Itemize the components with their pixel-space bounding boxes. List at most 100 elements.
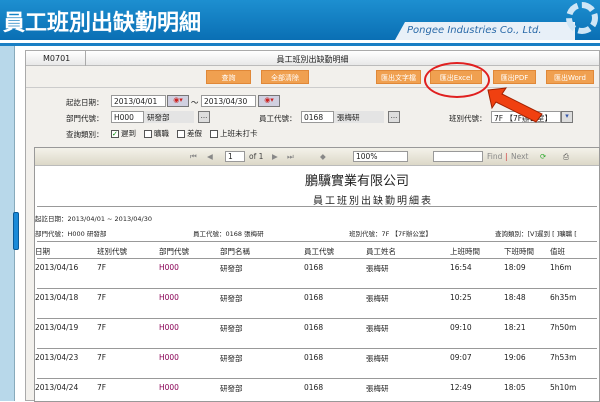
find-link[interactable]: Find <box>487 152 503 161</box>
column-header: 員工姓名 <box>366 247 396 256</box>
table-cell: 18:09 <box>504 263 526 272</box>
column-header: 上班時間 <box>450 247 480 256</box>
chevron-down-icon[interactable]: ▾ <box>561 111 573 123</box>
table-cell: 6h35m <box>550 293 577 302</box>
column-header: 值班 <box>550 247 565 256</box>
table-cell: H000 <box>159 263 179 272</box>
company-name: Pongee Industries Co., Ltd. <box>395 22 575 40</box>
checkbox[interactable] <box>177 129 185 138</box>
sidebar-toggle-handle[interactable] <box>13 212 19 250</box>
type-checkbox-0[interactable]: ✓ 遲到 <box>111 128 136 139</box>
zoom-select[interactable]: 100% <box>353 151 408 162</box>
next-page-icon[interactable]: ▶ <box>272 152 278 161</box>
table-cell: 0168 <box>304 263 324 272</box>
date-label: 起訖日期： <box>66 98 104 107</box>
row-divider <box>37 318 597 319</box>
type-checkbox-2[interactable]: 差假 <box>177 128 202 139</box>
export-pdf-button[interactable]: 匯出PDF <box>493 70 536 84</box>
table-cell: 18:48 <box>504 293 526 302</box>
first-page-icon[interactable]: ⏮ <box>190 152 197 161</box>
row-divider <box>37 348 597 349</box>
report-viewer: ⏮ ◀ 1 of 1 ▶ ⏭ ◆ 100% Find | Next ⟳ ⎙ 鵬驥… <box>34 147 600 402</box>
checkbox-label: 曠職 <box>154 129 169 138</box>
emp-label: 員工代號： <box>259 114 297 123</box>
next-link[interactable]: Next <box>511 152 529 161</box>
column-header: 下班時間 <box>504 247 534 256</box>
app-title: 員工班別出缺勤明細 <box>3 11 202 36</box>
tab-m0701[interactable]: M0701 <box>31 51 86 66</box>
report-range: 起訖日期：2013/04/01 ~ 2013/04/30 <box>35 215 153 223</box>
checkbox-label: 上班未打卡 <box>220 129 258 138</box>
find-input[interactable] <box>433 151 483 162</box>
type-checkbox-1[interactable]: 曠職 <box>144 128 169 139</box>
highlight-circle <box>424 62 490 98</box>
row-divider <box>37 288 597 289</box>
page-count: of 1 <box>249 152 264 161</box>
table-cell: 10:25 <box>450 293 472 302</box>
emp-lookup-button[interactable]: ... <box>388 111 400 123</box>
shift-label: 班別代號： <box>449 114 487 123</box>
calendar-icon[interactable]: ◉▾ <box>167 95 189 107</box>
report-company: 鵬驥實業有限公司 <box>305 174 410 189</box>
table-cell: 張梅研 <box>366 264 389 273</box>
date-from-input[interactable]: 2013/04/01 <box>111 95 166 107</box>
table-cell: 7F <box>97 353 107 362</box>
page-input[interactable]: 1 <box>225 151 245 162</box>
table-cell: 5h10m <box>550 383 577 392</box>
date-to-input[interactable]: 2013/04/30 <box>201 95 256 107</box>
refresh-icon[interactable]: ⟳ <box>540 152 547 161</box>
export-text-button[interactable]: 匯出文字檔 <box>376 70 421 84</box>
emp-name: 張梅研 <box>334 111 384 123</box>
type-checkbox-3[interactable]: 上班未打卡 <box>210 128 258 139</box>
checkbox[interactable] <box>144 129 152 138</box>
checkbox-label: 差假 <box>187 129 202 138</box>
dept-code-input[interactable]: H000 <box>111 111 144 123</box>
prev-page-icon[interactable]: ◀ <box>207 152 213 161</box>
table-cell: H000 <box>159 293 179 302</box>
table-cell: 7h53m <box>550 353 577 362</box>
table-cell: 張梅研 <box>366 294 389 303</box>
checkbox[interactable] <box>210 129 218 138</box>
clear-all-button[interactable]: 全部清除 <box>261 70 309 84</box>
row-divider <box>37 378 597 379</box>
table-cell: 研發部 <box>220 324 243 333</box>
table-cell: 09:10 <box>450 323 472 332</box>
table-cell: 7F <box>97 263 107 272</box>
table-cell: 7F <box>97 293 107 302</box>
query-button[interactable]: 查詢 <box>206 70 251 84</box>
table-cell: 16:54 <box>450 263 472 272</box>
table-cell: 18:05 <box>504 383 526 392</box>
table-cell: 張梅研 <box>366 354 389 363</box>
table-cell: 張梅研 <box>366 384 389 393</box>
table-cell: 2013/04/24 <box>35 383 79 392</box>
table-cell: 18:21 <box>504 323 526 332</box>
dept-name: 研發部 <box>144 111 194 123</box>
calendar-icon[interactable]: ◉▾ <box>258 95 280 107</box>
column-header: 部門代號 <box>159 247 189 256</box>
table-cell: 2013/04/19 <box>35 323 79 332</box>
print-icon[interactable]: ⎙ <box>563 152 569 161</box>
dept-lookup-button[interactable]: ... <box>198 111 210 123</box>
last-page-icon[interactable]: ⏭ <box>287 152 294 161</box>
report-dept: 部門代號：H000 研發部 <box>35 230 107 238</box>
table-cell: 7F <box>97 323 107 332</box>
export-word-button[interactable]: 匯出Word <box>546 70 594 84</box>
panel-title: 員工班別出缺勤明細 <box>276 55 349 64</box>
company-logo-icon <box>566 2 598 34</box>
emp-code-input[interactable]: 0168 <box>301 111 334 123</box>
table-cell: 研發部 <box>220 354 243 363</box>
separator: | <box>505 152 508 161</box>
table-cell: 12:49 <box>450 383 472 392</box>
table-cell: 張梅研 <box>366 324 389 333</box>
table-cell: 0168 <box>304 353 324 362</box>
table-cell: 09:07 <box>450 353 472 362</box>
column-header: 部門名稱 <box>220 247 250 256</box>
table-cell: 7F <box>97 383 107 392</box>
table-cell: 19:06 <box>504 353 526 362</box>
back-icon[interactable]: ◆ <box>320 152 326 161</box>
table-cell: 0168 <box>304 293 324 302</box>
table-cell: 0168 <box>304 323 324 332</box>
table-cell: 研發部 <box>220 384 243 393</box>
checkbox-label: 遲到 <box>121 129 136 138</box>
checkbox[interactable]: ✓ <box>111 129 119 138</box>
